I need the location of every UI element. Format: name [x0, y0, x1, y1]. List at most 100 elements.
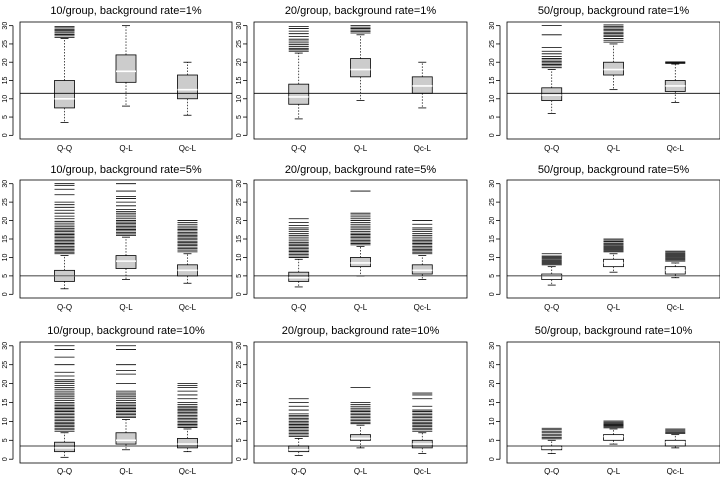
y-tick-label: 15: [2, 399, 9, 407]
y-tick-label: 30: [236, 180, 243, 188]
y-tick-label: 25: [2, 40, 9, 48]
y-tick-label: 10: [236, 95, 243, 103]
box-qc-l: [411, 220, 433, 280]
y-tick-label: 20: [2, 58, 9, 66]
y-tick-label: 30: [489, 22, 496, 30]
y-tick-label: 25: [2, 361, 9, 369]
y-tick-label: 25: [236, 361, 243, 369]
category-label: Q-Q: [57, 144, 72, 153]
box-iqr: [350, 58, 371, 78]
chart-panel: 50/group, background rate=5% 0 5 10 15 20 25 30…: [489, 164, 720, 312]
box-q-l: [115, 25, 137, 107]
box-qc-l: [411, 392, 433, 454]
y-tick-label: 5: [236, 438, 243, 442]
y-tick-label: 0: [236, 292, 243, 296]
plot-frame: [506, 21, 720, 140]
y-tick-label: 0: [489, 292, 496, 296]
category-label: Q-L: [607, 144, 621, 153]
category-label: Qc-L: [179, 303, 197, 312]
category-label: Q-Q: [544, 144, 559, 153]
box-iqr: [115, 432, 137, 445]
y-tick-label: 30: [236, 22, 243, 30]
box-iqr: [541, 87, 563, 102]
y-tick-label: 20: [489, 380, 496, 388]
chart-title: 10/group, background rate=10%: [47, 325, 205, 337]
y-tick-label: 5: [2, 115, 9, 119]
y-tick-label: 15: [2, 77, 9, 85]
chart-panel: 10/group, background rate=1% 0 5 10 15 20 25 30…: [2, 5, 233, 153]
y-tick-label: 0: [236, 457, 243, 461]
plot-frame: [19, 179, 233, 299]
category-label: Qc-L: [414, 303, 432, 312]
box-q-l: [115, 345, 137, 451]
chart-panel: 20/group, background rate=1% 0 5 10 15 20 25 30…: [236, 5, 468, 153]
box-iqr: [115, 255, 137, 269]
y-tick-label: 5: [236, 274, 243, 278]
box-iqr: [288, 83, 310, 105]
category-label: Q-Q: [57, 467, 72, 475]
box-qc-l: [411, 61, 433, 109]
box-q-q: [54, 183, 75, 290]
box-iqr: [288, 445, 310, 453]
box-qc-l: [177, 220, 198, 284]
y-tick-label: 25: [489, 361, 496, 369]
y-tick-label: 5: [2, 274, 9, 278]
y-tick-label: 30: [489, 180, 496, 188]
y-tick-label: 30: [236, 342, 243, 350]
y-tick-label: 25: [236, 40, 243, 48]
box-iqr: [664, 439, 686, 447]
category-label: Q-L: [607, 467, 621, 475]
box-q-l: [350, 190, 371, 277]
y-tick-label: 30: [2, 22, 9, 30]
box-q-q: [54, 345, 75, 458]
chart-title: 20/group, background rate=5%: [285, 164, 437, 176]
y-tick-label: 20: [2, 380, 9, 388]
y-tick-label: 0: [2, 133, 9, 137]
category-label: Q-L: [354, 144, 368, 153]
y-tick-label: 15: [236, 235, 243, 243]
y-tick-label: 15: [2, 235, 9, 243]
category-label: Q-L: [119, 303, 133, 312]
chart-panel: 10/group, background rate=5% 0 5 10 15 20 25 30…: [2, 164, 233, 312]
chart-title: 10/group, background rate=5%: [50, 164, 202, 176]
category-label: Qc-L: [179, 467, 197, 475]
box-qc-l: [664, 428, 686, 449]
box-q-l: [603, 24, 624, 91]
category-label: Q-Q: [291, 467, 306, 475]
plot-frame: [253, 21, 468, 140]
chart-title: 10/group, background rate=1%: [50, 5, 202, 17]
category-label: Qc-L: [667, 144, 685, 153]
y-tick-label: 30: [2, 342, 9, 350]
y-tick-label: 20: [489, 217, 496, 225]
category-label: Q-Q: [544, 467, 559, 475]
y-tick-label: 15: [489, 235, 496, 243]
y-tick-label: 25: [236, 198, 243, 206]
y-tick-label: 5: [2, 438, 9, 442]
box-iqr: [411, 76, 433, 94]
y-tick-label: 5: [489, 115, 496, 119]
box-q-q: [288, 218, 310, 288]
box-q-q: [288, 398, 310, 456]
chart-panel: 20/group, background rate=5% 0 5 10 15 20 25 30…: [236, 164, 468, 312]
y-tick-label: 10: [489, 417, 496, 425]
category-label: Qc-L: [414, 467, 432, 475]
box-q-q: [541, 253, 563, 286]
box-q-l: [350, 386, 371, 449]
box-qc-l: [177, 383, 198, 453]
y-tick-label: 5: [236, 115, 243, 119]
plot-frame: [506, 341, 720, 464]
y-tick-label: 10: [2, 253, 9, 261]
box-q-q: [541, 427, 563, 454]
chart-panel: 50/group, background rate=1% 0 5 10 15 20 25 30…: [489, 5, 720, 153]
y-tick-label: 10: [489, 95, 496, 103]
y-tick-label: 5: [489, 438, 496, 442]
category-label: Q-Q: [291, 144, 306, 153]
box-iqr: [411, 264, 433, 275]
category-label: Qc-L: [179, 144, 197, 153]
y-tick-label: 15: [489, 77, 496, 85]
category-label: Q-Q: [57, 303, 72, 312]
plot-frame: [506, 179, 720, 299]
box-qc-l: [664, 61, 686, 103]
